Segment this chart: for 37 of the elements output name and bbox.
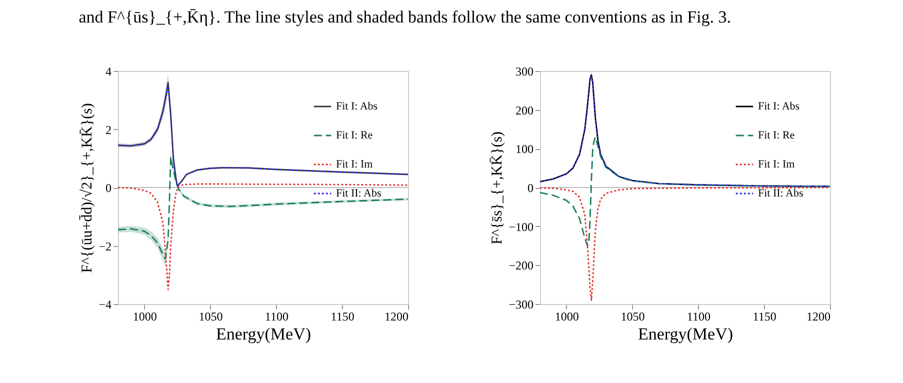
x-axis-title: Energy(MeV) bbox=[638, 324, 734, 344]
y-axis-title: F^{s̄s}_{+,KK̄}(s) bbox=[488, 131, 506, 245]
text: and F^{ūs}_{+,K̄η}. The line styles and shaded bands follow the same conventions as in Fig. 3. bbox=[78, 8, 732, 26]
line-series bbox=[117, 183, 409, 290]
x-tick-label: 1200 bbox=[384, 310, 408, 324]
line-series bbox=[539, 186, 831, 301]
x-tick-label: 1150 bbox=[330, 310, 354, 324]
x-tick-label: 1200 bbox=[806, 310, 830, 324]
y-tick-label: 0 bbox=[106, 181, 112, 195]
y-axis-title: F^{(ūu+d̄d)/√2}_{+,KK̄}(s) bbox=[78, 103, 96, 273]
y-tick-label: 0 bbox=[528, 181, 534, 195]
legend-label: Fit I: Re bbox=[336, 130, 373, 142]
legend-label: Fit I: Re bbox=[758, 130, 795, 142]
x-tick-label: 1100 bbox=[264, 310, 288, 324]
y-tick-label: −100 bbox=[508, 220, 534, 234]
legend-label: Fit I: Im bbox=[336, 158, 374, 170]
legend-label: Fit II: Abs bbox=[758, 188, 804, 200]
legend-label: Fit I: Im bbox=[758, 158, 796, 170]
x-tick-label: 1050 bbox=[620, 310, 645, 324]
x-tick-label: 1050 bbox=[198, 310, 223, 324]
x-tick-label: 1000 bbox=[554, 310, 579, 324]
legend-label: Fit I: Abs bbox=[336, 100, 378, 112]
x-axis-title: Energy(MeV) bbox=[216, 324, 312, 344]
y-tick-label: 300 bbox=[516, 64, 534, 78]
x-tick-label: 1150 bbox=[752, 310, 776, 324]
y-tick-label: 4 bbox=[106, 64, 112, 78]
x-tick-label: 1000 bbox=[132, 310, 157, 324]
y-tick-label: −2 bbox=[98, 239, 112, 254]
y-tick-label: −4 bbox=[98, 298, 112, 312]
x-tick-label: 1100 bbox=[686, 310, 710, 324]
legend-label: Fit I: Abs bbox=[758, 100, 800, 112]
y-tick-label: −200 bbox=[508, 258, 534, 273]
y-tick-label: −300 bbox=[508, 298, 534, 312]
y-tick-label: 2 bbox=[106, 122, 112, 137]
y-tick-label: 100 bbox=[516, 142, 534, 156]
legend-label: Fit II: Abs bbox=[336, 188, 382, 200]
y-tick-label: 200 bbox=[516, 103, 534, 118]
